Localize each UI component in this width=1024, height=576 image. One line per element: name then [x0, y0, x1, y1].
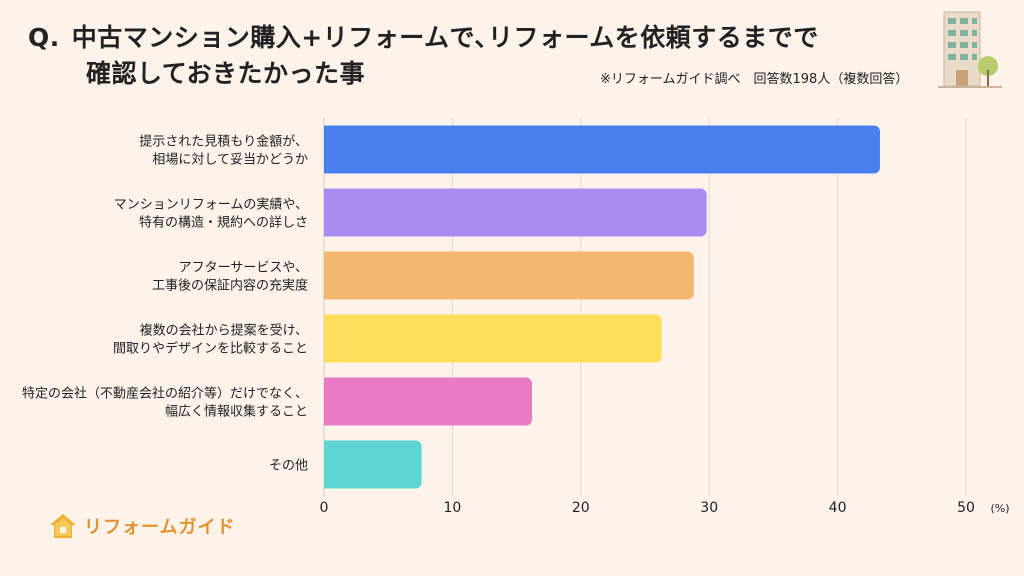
x-tick-label: 10 — [443, 500, 461, 516]
category-label: 相場に対して妥当かどうか — [152, 153, 308, 168]
title-line-2: 確認しておきたかった事 — [86, 59, 366, 88]
x-tick-label: 30 — [700, 500, 718, 516]
chart-title: Q. 中古マンション購入+リフォームで､リフォームを依頼するまでで 確認しておきた… — [28, 20, 819, 92]
category-label: 間取りやデザインを比較すること — [113, 341, 308, 357]
category-label: その他 — [269, 459, 308, 474]
bar — [324, 440, 422, 489]
bar — [324, 125, 880, 174]
source-note: ※リフォームガイド調べ 回答数198人（複数回答） — [600, 72, 909, 87]
bar-left-edge — [324, 251, 332, 300]
brand-logo: リフォームガイド — [48, 512, 235, 540]
category-label: 特定の会社（不動産会社の紹介等）だけでなく、 — [22, 386, 308, 402]
x-tick-label: 50 — [957, 500, 975, 516]
category-label: 特有の構造・規約への詳しさ — [139, 215, 308, 231]
bar — [324, 377, 533, 426]
apartment-building-icon — [938, 11, 1002, 88]
category-label: 提示された見積もり金額が、 — [139, 134, 308, 150]
bar-left-edge — [324, 314, 332, 363]
title-line-1: 中古マンション購入+リフォームで､リフォームを依頼するまでで — [71, 23, 819, 52]
bar-left-edge — [324, 125, 332, 174]
bar-left-edge — [324, 188, 332, 237]
x-unit-label: (%) — [990, 502, 1009, 515]
category-label: 複数の会社から提案を受け、 — [140, 323, 308, 339]
question-mark: Q. — [28, 23, 60, 52]
x-tick-label: 20 — [572, 500, 590, 516]
bar — [324, 314, 662, 363]
house-logo-icon — [50, 514, 76, 538]
x-tick-label: 40 — [829, 500, 847, 516]
brand-name: リフォームガイド — [84, 517, 236, 538]
category-label: 幅広く情報収集すること — [165, 404, 308, 420]
category-label: アフターサービスや、 — [179, 261, 308, 276]
x-tick-label: 0 — [320, 500, 329, 516]
bar — [324, 188, 707, 237]
category-label: 工事後の保証内容の充実度 — [152, 278, 308, 294]
bar-left-edge — [324, 440, 332, 489]
bar — [324, 251, 694, 300]
category-label: マンションリフォームの実績や、 — [114, 197, 308, 213]
bar-left-edge — [324, 377, 332, 426]
